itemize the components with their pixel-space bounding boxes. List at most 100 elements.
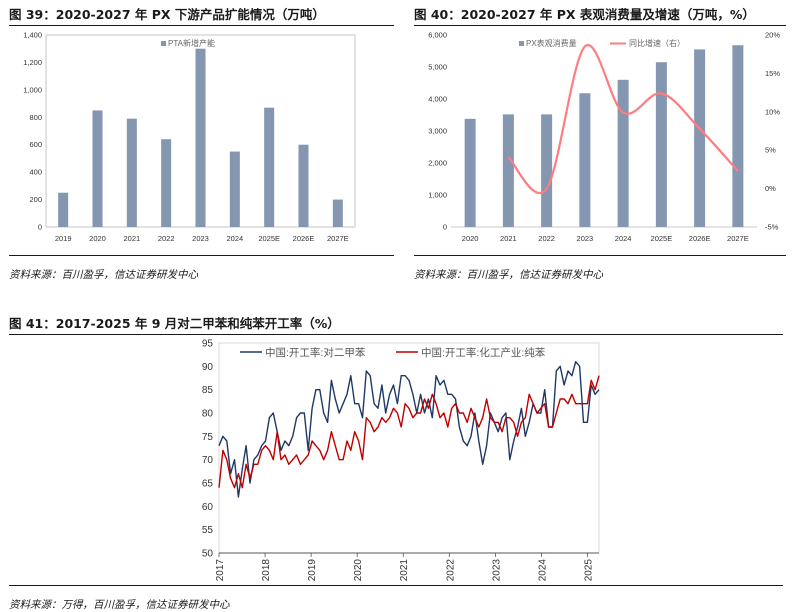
y-tick-label: 70 bbox=[202, 455, 214, 466]
bar bbox=[655, 62, 667, 228]
x-tick-label: 2022 bbox=[445, 559, 456, 582]
y-right-tick-label: 20% bbox=[765, 31, 780, 40]
x-tick-label: 2022 bbox=[158, 234, 175, 243]
bar bbox=[264, 107, 275, 227]
y-tick-label: 65 bbox=[202, 479, 214, 490]
figure-39-source: 资料来源：百川盈孚，信达证券研发中心 bbox=[9, 268, 198, 281]
x-tick-label: 2024 bbox=[226, 234, 243, 243]
x-tick-label: 2026E bbox=[293, 234, 315, 243]
figure-41-source: 资料来源：万得，百川盈孚，信达证券研发中心 bbox=[9, 598, 230, 611]
y-left-tick-label: 3,000 bbox=[428, 127, 447, 136]
x-tick-label: 2025E bbox=[651, 234, 673, 243]
figure-40-bottom-rule bbox=[414, 255, 786, 256]
y-tick-label: 55 bbox=[202, 525, 214, 536]
x-tick-label: 2023 bbox=[491, 559, 502, 582]
x-tick-label: 2021 bbox=[123, 234, 140, 243]
bar bbox=[502, 114, 514, 227]
y-tick-label: 80 bbox=[202, 409, 214, 420]
y-left-tick-label: 1,000 bbox=[428, 191, 447, 200]
x-tick-label: 2025E bbox=[258, 234, 280, 243]
bar bbox=[332, 199, 343, 227]
y-tick-label: 800 bbox=[29, 113, 42, 122]
bar bbox=[617, 79, 629, 227]
growth-rate-line bbox=[507, 43, 739, 194]
bar bbox=[161, 139, 172, 227]
y-left-tick-label: 2,000 bbox=[428, 159, 447, 168]
figure-39-title: 图 39：2020-2027 年 PX 下游产品扩能情况（万吨） bbox=[9, 7, 325, 22]
x-tick-label: 2024 bbox=[537, 559, 548, 582]
px-operating-rate-line bbox=[218, 361, 600, 498]
x-tick-label: 2020 bbox=[353, 559, 364, 582]
y-tick-label: 95 bbox=[202, 339, 214, 350]
figure-40-chart: 0 1,000 2,000 3,000 4,000 5,000 6,000 -5% 0% 5% 10… bbox=[428, 31, 780, 244]
x-tick-label: 2020 bbox=[89, 234, 106, 243]
figure-41-top-rule bbox=[9, 334, 783, 335]
bar bbox=[58, 192, 69, 227]
y-right-tick-label: -5% bbox=[765, 223, 779, 232]
x-tick-label: 2018 bbox=[261, 559, 272, 582]
y-left-tick-label: 6,000 bbox=[428, 31, 447, 40]
x-tick-label: 2021 bbox=[399, 559, 410, 582]
legend-label: PTA新增产能 bbox=[168, 38, 215, 48]
x-tick-label: 2021 bbox=[500, 234, 517, 243]
y-tick-label: 50 bbox=[202, 549, 214, 560]
y-left-tick-label: 5,000 bbox=[428, 63, 447, 72]
y-tick-label: 200 bbox=[29, 195, 42, 204]
y-right-tick-label: 10% bbox=[765, 107, 780, 116]
x-tick-label: 2027E bbox=[327, 234, 349, 243]
y-tick-label: 400 bbox=[29, 168, 42, 177]
x-tick-label: 2023 bbox=[192, 234, 209, 243]
y-right-tick-label: 5% bbox=[765, 146, 776, 155]
x-tick-label: 2017 bbox=[215, 559, 226, 582]
y-tick-label: 60 bbox=[202, 502, 214, 513]
y-left-tick-label: 0 bbox=[443, 223, 447, 232]
x-tick-label: 2026E bbox=[689, 234, 711, 243]
y-right-tick-label: 15% bbox=[765, 69, 780, 78]
benzene-operating-rate-line bbox=[218, 375, 600, 489]
bar bbox=[92, 110, 103, 227]
figure-40-source: 资料来源：百川盈孚，信达证券研发中心 bbox=[414, 268, 603, 281]
bar bbox=[732, 45, 744, 228]
y-right-tick-label: 0% bbox=[765, 184, 776, 193]
figure-40-top-rule bbox=[414, 25, 786, 26]
figure-41-bottom-rule bbox=[9, 585, 783, 586]
y-tick-label: 0 bbox=[38, 223, 42, 232]
bar bbox=[464, 118, 476, 227]
y-tick-label: 600 bbox=[29, 140, 42, 149]
x-tick-label: 2019 bbox=[55, 234, 72, 243]
legend-label-line: 同比增速（右） bbox=[629, 38, 685, 48]
bar bbox=[541, 114, 553, 227]
bar bbox=[229, 151, 240, 227]
x-tick-label: 2024 bbox=[615, 234, 632, 243]
y-tick-label: 90 bbox=[202, 362, 214, 373]
x-tick-label: 2025 bbox=[583, 559, 594, 582]
figure-40-title: 图 40：2020-2027 年 PX 表观消费量及增速（万吨，%） bbox=[414, 7, 755, 22]
legend-label-benzene: 中国:开工率:化工产业:纯苯 bbox=[421, 346, 546, 359]
y-tick-label: 1,400 bbox=[23, 31, 42, 40]
y-tick-label: 85 bbox=[202, 385, 214, 396]
bar bbox=[579, 93, 591, 228]
bar bbox=[298, 144, 309, 227]
figure-39-bottom-rule bbox=[9, 255, 394, 256]
legend-swatch bbox=[161, 41, 166, 46]
x-tick-label: 2020 bbox=[462, 234, 479, 243]
legend-swatch-bar bbox=[519, 41, 524, 46]
bar bbox=[126, 118, 137, 227]
figure-39-top-rule bbox=[9, 25, 394, 26]
x-tick-label: 2019 bbox=[307, 559, 318, 582]
y-tick-label: 1,000 bbox=[23, 85, 42, 94]
bar bbox=[195, 48, 206, 227]
y-tick-label: 75 bbox=[202, 432, 214, 443]
x-tick-label: 2027E bbox=[727, 234, 749, 243]
plot-area-frame bbox=[218, 342, 600, 554]
y-left-tick-label: 4,000 bbox=[428, 95, 447, 104]
legend-label-bar: PX表观消费量 bbox=[526, 38, 577, 48]
x-tick-label: 2023 bbox=[577, 234, 594, 243]
figure-39-chart: 0 200 400 600 800 1,000 1,200 1,400 2019 2020 2021… bbox=[23, 31, 356, 243]
figure-41-chart: 50 55 60 65 70 75 80 85 90 95 2017 2018 2019 2020 2021… bbox=[202, 339, 600, 582]
x-tick-label: 2022 bbox=[538, 234, 555, 243]
y-tick-label: 1,200 bbox=[23, 58, 42, 67]
bar bbox=[694, 49, 706, 228]
legend-label-px: 中国:开工率:对二甲苯 bbox=[265, 346, 366, 359]
figure-41-title: 图 41：2017-2025 年 9 月对二甲苯和纯苯开工率（%） bbox=[9, 316, 340, 331]
